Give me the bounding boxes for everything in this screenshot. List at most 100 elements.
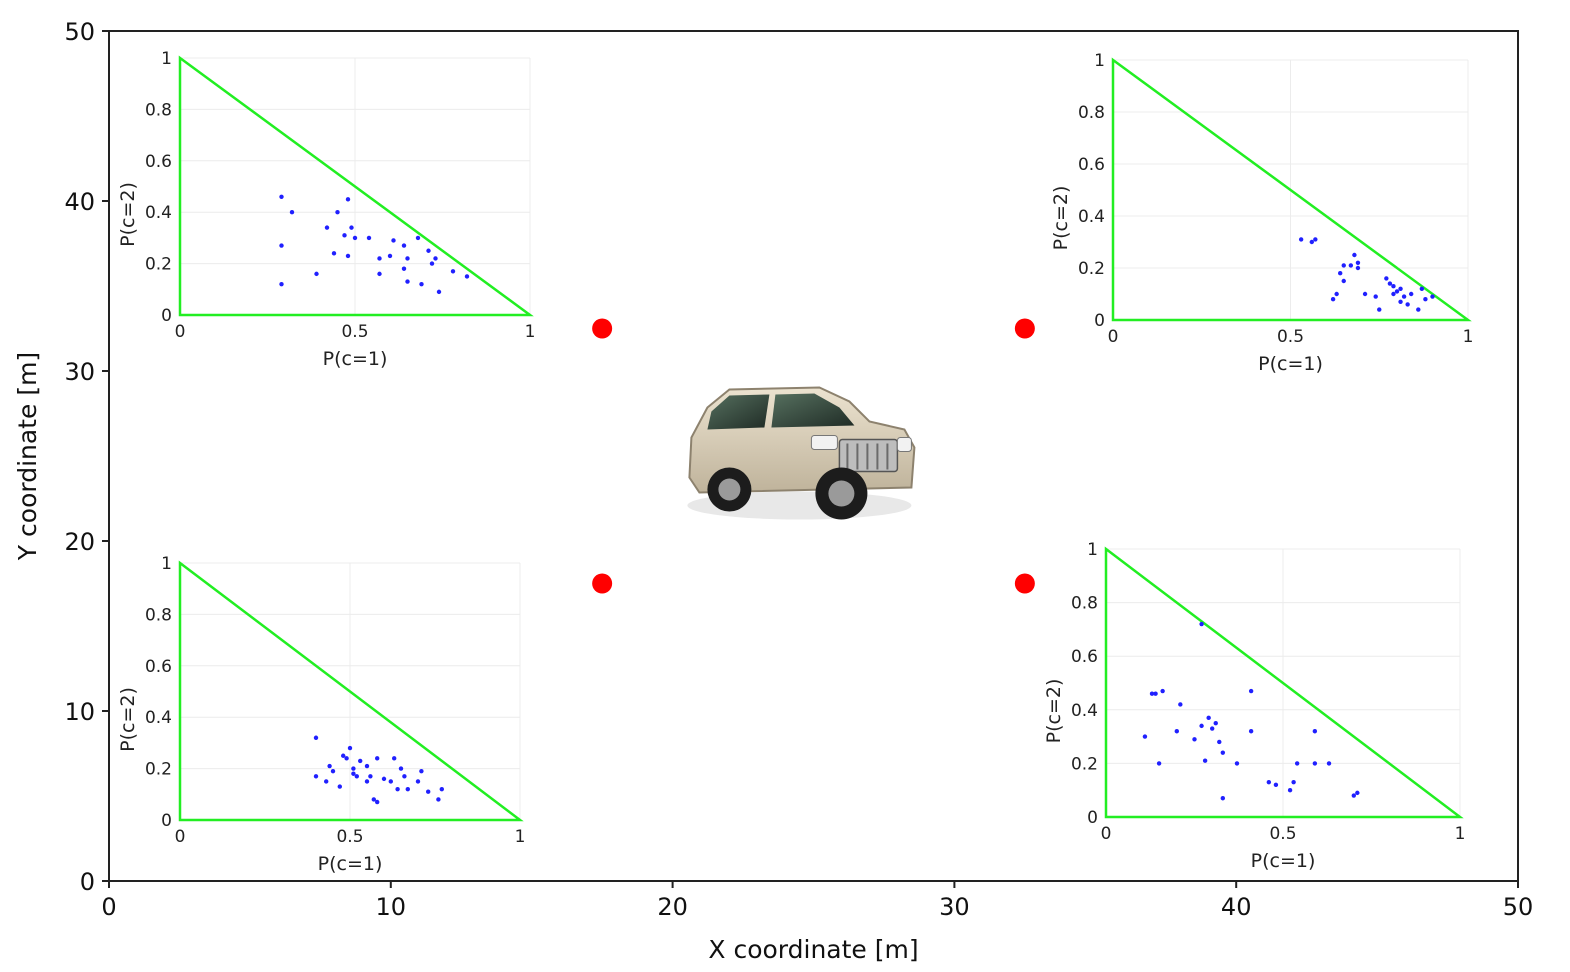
- x-axis-title: X coordinate [m]: [708, 935, 918, 964]
- inset-data-point: [1355, 790, 1360, 796]
- inset-data-point: [354, 774, 359, 779]
- inset-x-tick-label: 0.5: [1277, 327, 1304, 347]
- y-tick-label: 0: [80, 868, 95, 896]
- sensor-marker: [592, 318, 613, 339]
- inset-y-tick-label: 0.2: [145, 255, 172, 275]
- inset-data-point: [1394, 289, 1400, 294]
- inset-y-tick-label: 0.8: [145, 605, 172, 625]
- inset-y-tick-label: 0: [1094, 311, 1105, 331]
- inset-data-point: [1355, 265, 1361, 271]
- inset-x-tick-label: 1: [1455, 824, 1466, 844]
- inset-data-point: [1312, 729, 1318, 734]
- inset-data-point: [1355, 260, 1361, 265]
- inset-data-point: [1273, 782, 1279, 788]
- inset-data-point: [402, 774, 407, 779]
- inset-data-point: [381, 776, 387, 782]
- inset-data-point: [327, 763, 332, 769]
- inset-data-point: [1419, 286, 1425, 291]
- inset-data-point: [419, 281, 424, 287]
- inset-data-point: [1338, 271, 1343, 276]
- inset-data-point: [401, 243, 407, 248]
- y-tick-label: 20: [64, 528, 95, 556]
- inset-data-point: [1391, 291, 1396, 297]
- inset-data-point: [1341, 263, 1346, 268]
- inset-x-tick-label: 0: [175, 322, 186, 342]
- inset-data-point: [1387, 281, 1393, 286]
- x-tick-label: 50: [1503, 893, 1534, 921]
- inset-data-point: [1341, 278, 1346, 284]
- inset-y-axis-title: P(c=2): [1043, 679, 1065, 744]
- inset-data-point: [1220, 796, 1226, 801]
- inset-data-point: [1352, 252, 1357, 258]
- inset-x-axis-title: P(c=1): [318, 853, 383, 875]
- inset-x-tick-label: 1: [525, 322, 536, 342]
- sensor-marker: [1014, 318, 1035, 339]
- inset-y-tick-label: 0: [1087, 808, 1098, 828]
- inset-data-point: [405, 279, 410, 284]
- inset-data-point: [1202, 758, 1208, 763]
- suv-car-icon: [687, 386, 916, 520]
- inset-data-point: [1384, 276, 1389, 281]
- inset-data-point: [1174, 729, 1180, 734]
- inset-data-point: [391, 238, 396, 243]
- inset-data-point: [1423, 297, 1428, 302]
- inset-data-point: [1298, 237, 1304, 242]
- y-tick-label: 40: [64, 188, 95, 216]
- inset-data-point: [347, 745, 353, 751]
- inset-data-point: [1416, 307, 1421, 312]
- inset-data-point: [366, 235, 372, 241]
- x-tick-label: 20: [657, 893, 688, 921]
- inset-data-point: [388, 779, 393, 784]
- inset-data-point: [1248, 729, 1254, 734]
- inset-y-tick-label: 0.6: [145, 657, 172, 677]
- inset-data-point: [314, 271, 319, 277]
- inset-data-point: [1199, 723, 1204, 729]
- inset-data-point: [405, 786, 410, 792]
- y-axis-title: Y coordinate [m]: [13, 352, 42, 561]
- inset-y-tick-label: 0.4: [145, 203, 172, 223]
- inset-data-point: [392, 756, 397, 761]
- inset-data-point: [433, 256, 438, 261]
- simplex-triangle: [1111, 57, 1472, 322]
- inset-data-point: [351, 766, 356, 771]
- inset-data-point: [345, 253, 351, 259]
- inset-data-point: [1160, 688, 1165, 694]
- plot-frame: [108, 30, 1519, 882]
- inset-data-point: [1266, 779, 1272, 785]
- inset-data-point: [464, 274, 470, 279]
- inset-data-point: [377, 271, 382, 277]
- inset-top-right: 0 0.5 1 0 0.2 0.4 0.6 0.8 1 P(c=1) P(c=2): [1050, 51, 1473, 375]
- inset-data-point: [331, 251, 337, 256]
- inset-data-point: [1405, 302, 1410, 307]
- inset-x-axis-title: P(c=1): [323, 348, 388, 370]
- inset-top-left: 0 0.5 1 0 0.2 0.4 0.6 0.8 1 P(c=1) P(c=2): [117, 49, 535, 370]
- inset-y-axis-title: P(c=2): [117, 687, 139, 752]
- inset-data-point: [415, 235, 421, 241]
- inset-data-point: [426, 248, 431, 253]
- simplex-triangle: [178, 560, 524, 822]
- inset-data-point: [1199, 621, 1204, 627]
- sensor-marker: [1014, 573, 1035, 594]
- inset-y-tick-label: 0.2: [1078, 259, 1105, 279]
- inset-x-tick-label: 0.5: [341, 322, 368, 342]
- inset-data-point: [1213, 721, 1218, 726]
- inset-y-tick-label: 0: [161, 811, 172, 831]
- y-tick-label: 50: [64, 18, 95, 46]
- inset-y-tick-label: 0.4: [1078, 207, 1105, 227]
- inset-data-point: [364, 763, 370, 769]
- inset-y-tick-label: 0.2: [145, 760, 172, 780]
- inset-data-point: [1351, 793, 1357, 798]
- inset-data-point: [415, 779, 421, 784]
- inset-data-point: [330, 768, 336, 774]
- inset-data-point: [344, 756, 349, 761]
- inset-x-tick-label: 1: [1463, 327, 1474, 347]
- inset-data-point: [1409, 291, 1414, 297]
- inset-data-point: [375, 756, 380, 761]
- inset-data-point: [1248, 688, 1254, 694]
- inset-x-axis-title: P(c=1): [1258, 353, 1323, 375]
- inset-y-tick-label: 1: [1087, 540, 1098, 560]
- inset-data-point: [352, 235, 358, 241]
- inset-x-tick-label: 0.5: [1269, 824, 1296, 844]
- inset-data-point: [279, 243, 284, 248]
